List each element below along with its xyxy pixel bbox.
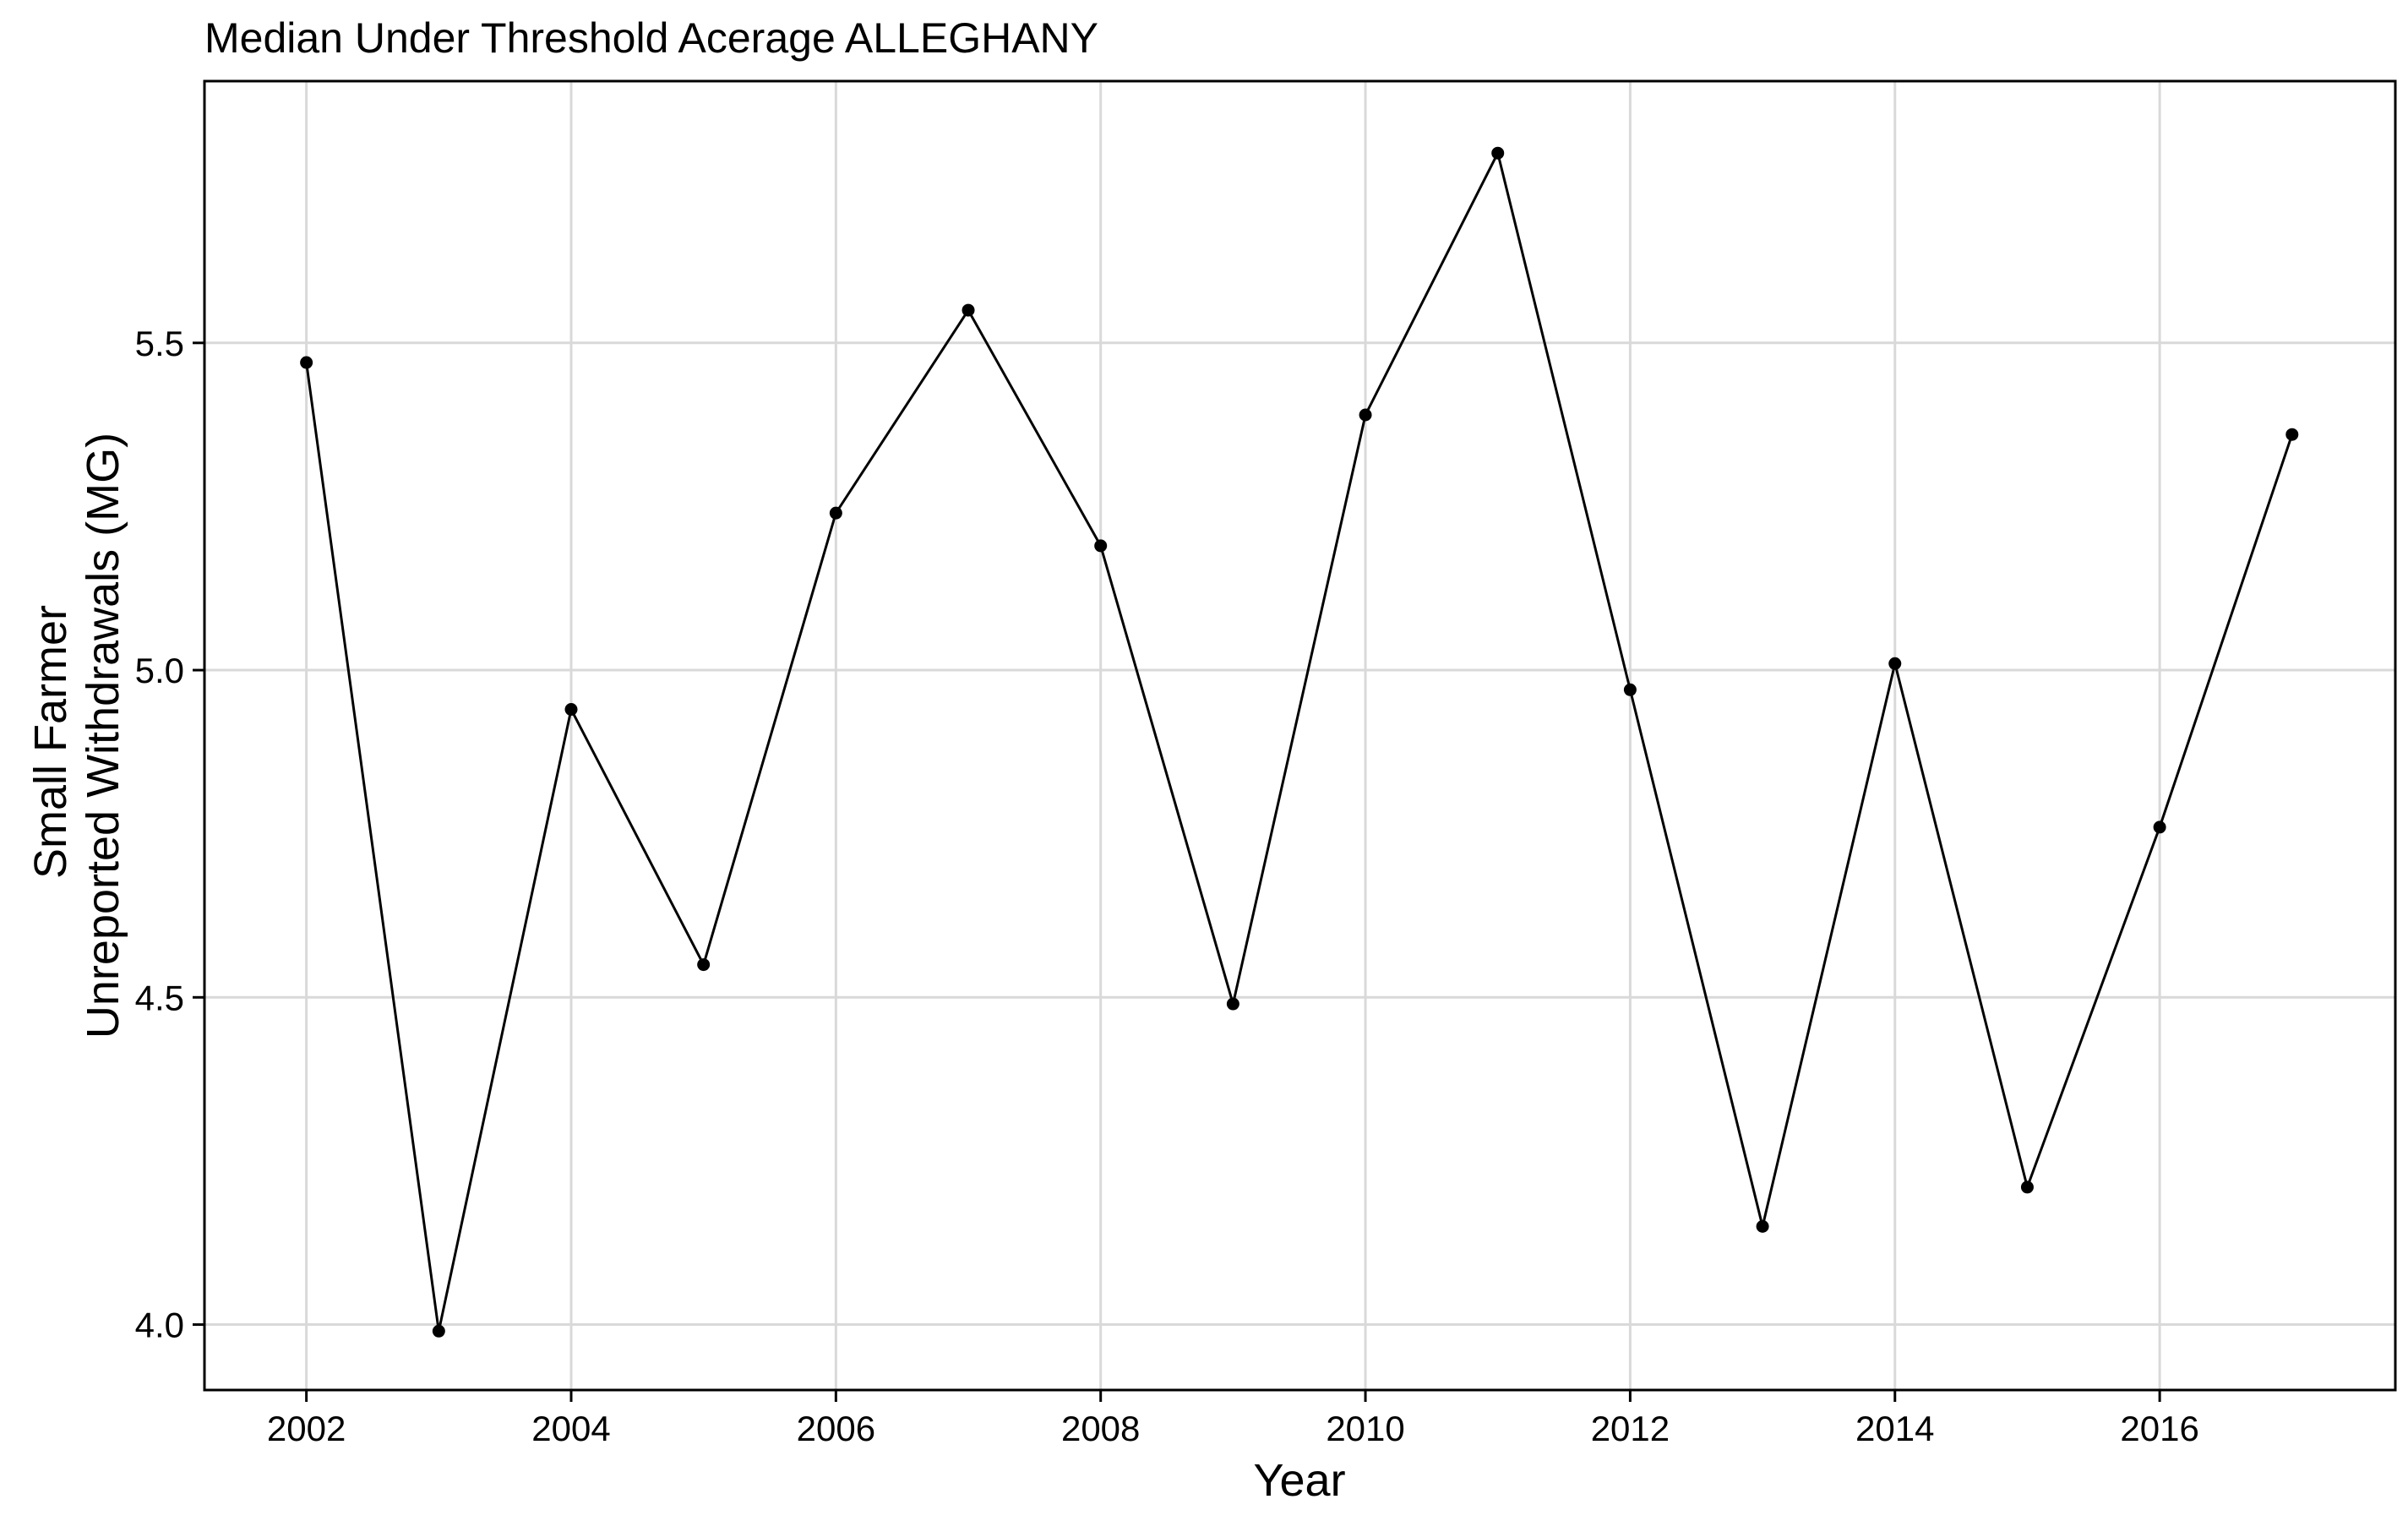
data-point [432,1324,445,1338]
data-point [962,303,975,317]
x-tick-label: 2014 [1855,1409,1934,1448]
y-tick-label: 4.5 [135,978,184,1017]
chart-title: Median Under Threshold Acerage ALLEGHANY [204,14,1098,62]
data-point [1888,657,1902,670]
x-tick-label: 2004 [531,1409,610,1448]
y-axis-title-line-2: Unreported Withdrawals (MG) [78,433,128,1039]
y-axis: 4.0 4.5 5.0 5.5 [135,324,204,1345]
data-point [1756,1219,1769,1233]
data-point [697,958,711,972]
data-point [1094,539,1108,553]
data-point [2153,820,2166,834]
y-axis-title: Small Farmer Unreported Withdrawals (MG) [25,433,128,1039]
x-tick-label: 2010 [1326,1409,1404,1448]
data-point [1623,683,1637,696]
grid-lines [204,81,2395,1390]
data-point [1226,997,1239,1011]
x-tick-label: 2016 [2120,1409,2198,1448]
data-point [2020,1180,2034,1194]
data-point [300,356,313,369]
data-point [564,703,578,717]
y-tick-label: 4.0 [135,1306,184,1345]
x-tick-label: 2002 [267,1409,346,1448]
x-tick-label: 2006 [797,1409,875,1448]
series-layer [300,146,2299,1338]
data-point [1359,408,1372,422]
series-line [305,149,2294,1332]
x-axis-title: Year [1253,1455,1345,1506]
plot-border [203,79,2397,1392]
data-point [829,506,842,520]
data-point [2285,428,2299,441]
x-tick-label: 2008 [1061,1409,1140,1448]
x-tick-label: 2012 [1591,1409,1670,1448]
x-axis: 2002 2004 2006 2008 2010 2012 2014 2016 [267,1390,2199,1448]
data-point [1491,146,1505,160]
y-tick-label: 5.0 [135,651,184,690]
y-axis-title-line-1: Small Farmer [25,605,76,879]
y-tick-label: 5.5 [135,324,184,363]
